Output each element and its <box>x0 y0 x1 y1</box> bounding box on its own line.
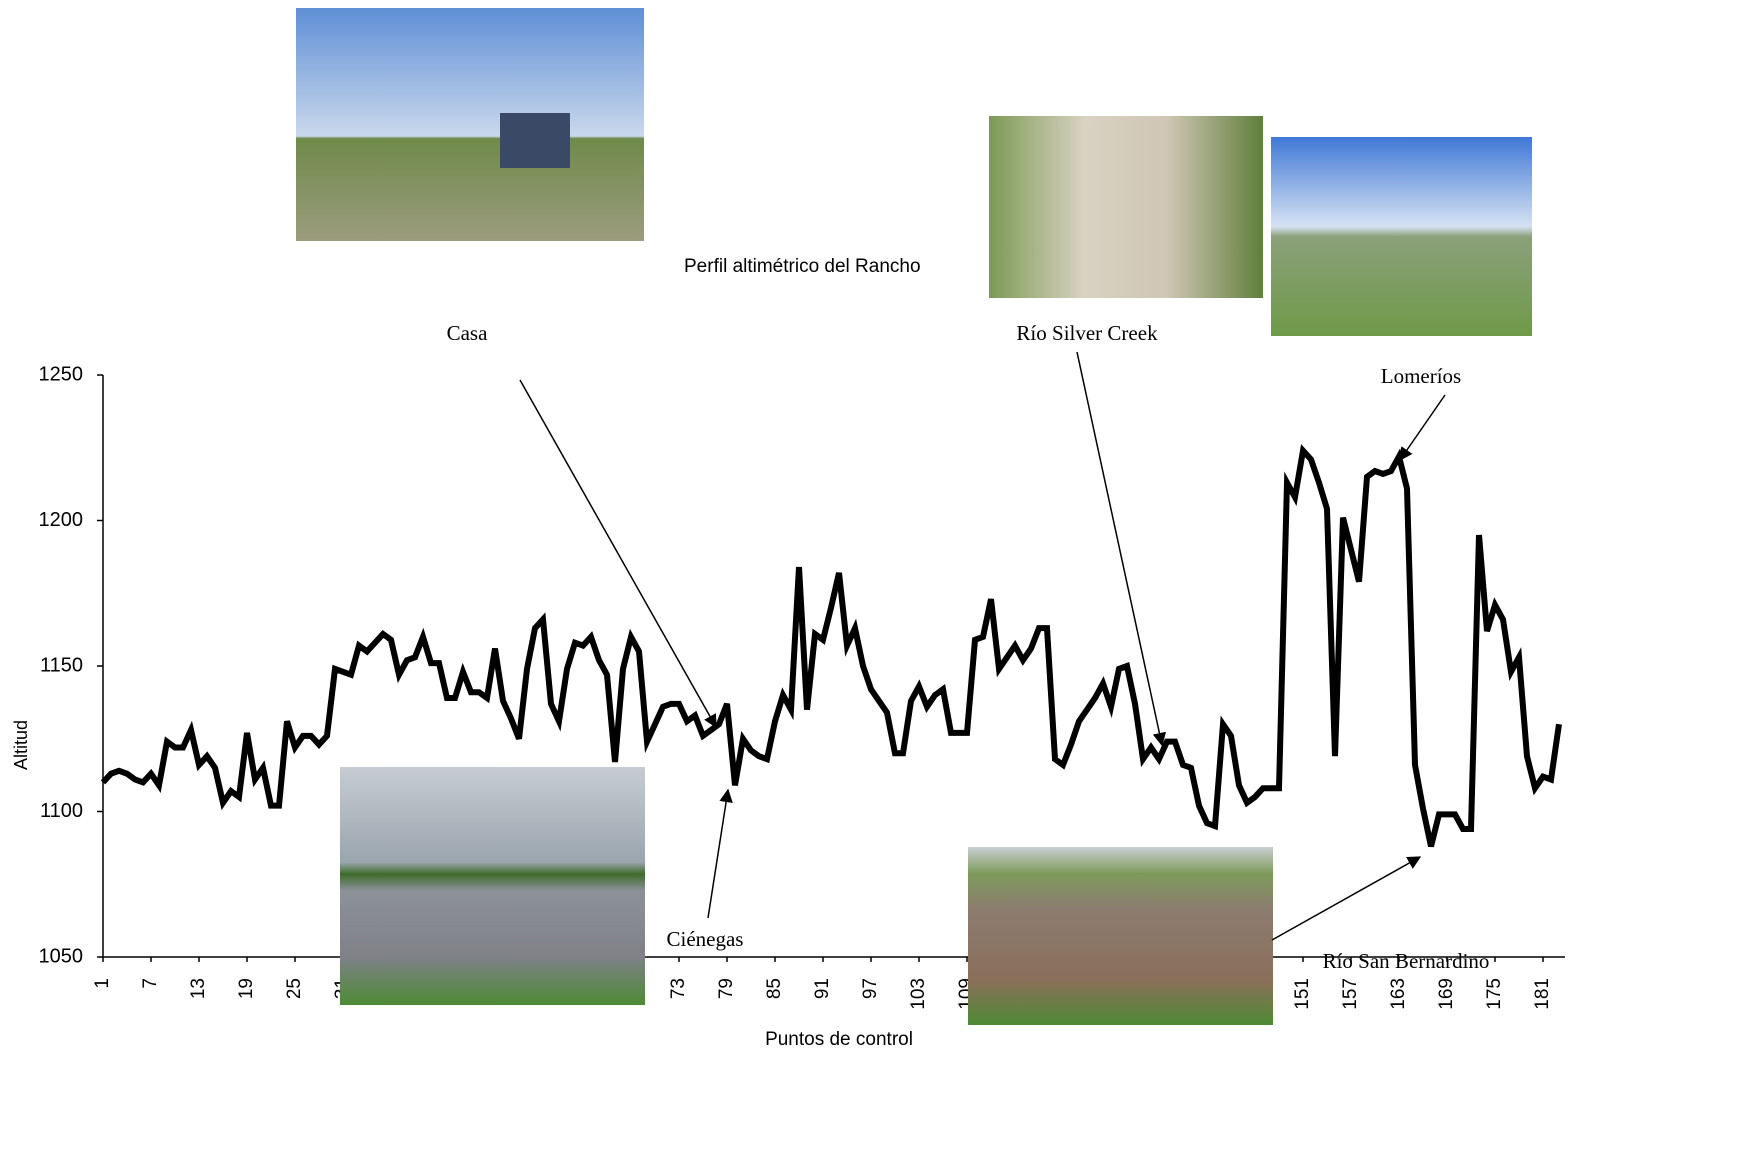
x-tick-label: 85 <box>764 978 785 999</box>
arrow <box>1077 352 1162 745</box>
y-tick-label: 1250 <box>39 363 84 385</box>
chart: 1050110011501200125017131925313743495561… <box>0 0 1737 1165</box>
x-tick-label: 103 <box>908 978 929 1010</box>
x-tick-label: 25 <box>284 978 305 999</box>
photo <box>968 847 1273 1025</box>
x-tick-label: 91 <box>812 978 833 999</box>
annotation: Lomeríos <box>1381 364 1461 388</box>
x-tick-label: 181 <box>1532 978 1553 1010</box>
arrow <box>1400 395 1445 460</box>
x-axis-label: Puntos de control <box>765 1029 913 1050</box>
x-tick-label: 97 <box>860 978 881 999</box>
photo <box>1271 137 1532 336</box>
x-tick-label: 151 <box>1292 978 1313 1010</box>
x-tick-label: 169 <box>1436 978 1457 1010</box>
photo-building <box>500 113 570 168</box>
x-tick-label: 19 <box>236 978 257 999</box>
plot-area: 1050110011501200125017131925313743495561… <box>39 363 1566 1009</box>
arrow <box>1272 857 1420 940</box>
x-tick-label: 175 <box>1484 978 1505 1010</box>
photo <box>296 8 644 241</box>
y-axis-label: Altitud <box>11 720 31 770</box>
x-tick-label: 73 <box>668 978 689 999</box>
x-tick-label: 7 <box>140 978 161 989</box>
y-tick-label: 1100 <box>40 800 83 822</box>
annotation: Río Silver Creek <box>1016 321 1158 345</box>
arrow <box>708 790 728 918</box>
annotation: Río San Bernardino <box>1323 949 1490 973</box>
x-tick-label: 79 <box>716 978 737 999</box>
annotation: Ciénegas <box>667 927 744 951</box>
line <box>103 451 1559 847</box>
x-tick-label: 1 <box>92 978 113 989</box>
photo <box>989 116 1263 298</box>
annotation: Casa <box>447 321 489 345</box>
x-tick-label: 157 <box>1340 978 1361 1010</box>
photos <box>296 8 1532 1025</box>
y-tick-label: 1150 <box>40 654 83 676</box>
chart-title: Perfil altimétrico del Rancho <box>684 256 921 277</box>
x-tick-label: 13 <box>188 978 209 999</box>
photo <box>340 767 645 1005</box>
x-tick-label: 163 <box>1388 978 1409 1010</box>
y-tick-label: 1050 <box>39 945 84 967</box>
y-tick-label: 1200 <box>39 509 84 531</box>
